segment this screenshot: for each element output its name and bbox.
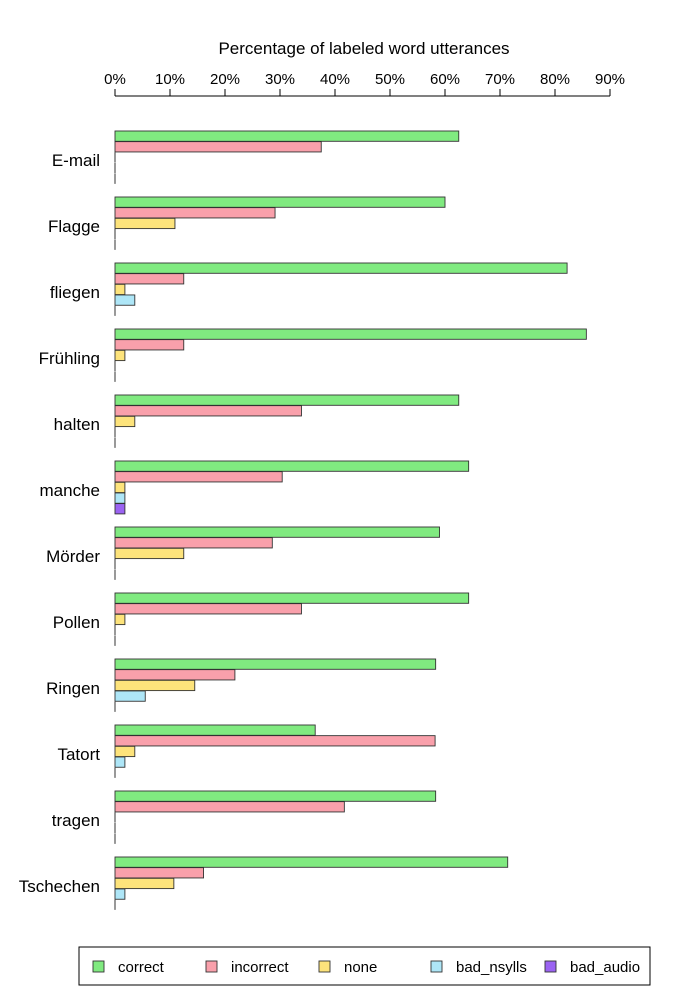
- bar-incorrect: [114, 207, 276, 219]
- bar-none: [114, 283, 126, 296]
- category-label: Ringen: [46, 679, 100, 698]
- bar-bad_nsylls: [114, 888, 126, 900]
- bar-group: [114, 460, 470, 515]
- bar-none: [114, 481, 126, 494]
- legend-label-bad_audio: bad_audio: [570, 959, 640, 976]
- bar-none: [114, 679, 196, 692]
- bar-group: [114, 130, 460, 184]
- bar-incorrect: [114, 405, 302, 417]
- bar-none: [114, 415, 136, 428]
- bar-group: [114, 196, 446, 250]
- bar-bad_audio: [114, 503, 126, 515]
- bar-correct: [114, 460, 470, 472]
- bar-incorrect: [114, 537, 273, 549]
- bar-correct: [114, 592, 470, 604]
- bar-correct: [114, 328, 587, 340]
- bar-incorrect: [114, 669, 236, 681]
- x-axis: 0% 10% 20% 30% 40% 50% 60% 70% 80% 90%: [104, 71, 625, 97]
- bar-correct: [114, 130, 460, 142]
- bar-correct: [114, 724, 316, 736]
- legend-swatch-incorrect: [205, 960, 218, 973]
- legend-label-incorrect: incorrect: [231, 959, 289, 976]
- bar-correct: [114, 196, 446, 208]
- bar-none: [114, 547, 185, 560]
- bar-incorrect: [114, 867, 205, 879]
- legend-swatch-none: [318, 960, 331, 973]
- x-tick-label: 10%: [155, 71, 185, 88]
- bar-correct: [114, 394, 460, 406]
- bar-incorrect: [114, 471, 283, 483]
- bar-correct: [114, 790, 437, 802]
- legend-label-bad_nsylls: bad_nsylls: [456, 959, 527, 976]
- bar-group: [114, 790, 437, 844]
- bar-correct: [114, 856, 509, 868]
- bar-group: [114, 328, 587, 382]
- category-label: Frühling: [39, 349, 100, 368]
- category-label: tragen: [52, 811, 100, 830]
- x-tick-label: 40%: [320, 71, 350, 88]
- legend: correct incorrect none bad_nsylls bad_audio: [78, 946, 651, 986]
- bar-incorrect: [114, 141, 322, 153]
- bar-incorrect: [114, 801, 345, 813]
- category-label: E-mail: [52, 151, 100, 170]
- x-tick-label: 80%: [540, 71, 570, 88]
- x-tick-label: 50%: [375, 71, 405, 88]
- legend-label-none: none: [344, 959, 377, 976]
- bar-group: [114, 526, 440, 580]
- bar-none: [114, 217, 176, 230]
- bar-correct: [114, 658, 437, 670]
- bar-none: [114, 613, 126, 626]
- bar-group: [114, 394, 460, 448]
- bar-bad_nsylls: [114, 492, 126, 504]
- bar-group: [114, 592, 470, 646]
- bar-incorrect: [114, 273, 185, 285]
- category-label: Tschechen: [19, 877, 100, 896]
- x-tick-label: 0%: [104, 71, 126, 88]
- bar-group: [114, 724, 436, 778]
- bar-correct: [114, 262, 568, 274]
- x-tick-label: 20%: [210, 71, 240, 88]
- legend-swatch-correct: [92, 960, 105, 973]
- category-label: Tatort: [57, 745, 100, 764]
- category-label: Mörder: [46, 547, 100, 566]
- legend-swatch-bad_nsylls: [430, 960, 443, 973]
- legend-swatch-bad_audio: [544, 960, 557, 973]
- bar-bad_nsylls: [114, 756, 126, 768]
- bar-bad_nsylls: [114, 294, 136, 306]
- chart-title: Percentage of labeled word utterances: [218, 39, 509, 58]
- bar-group: [114, 262, 568, 316]
- category-label: Pollen: [53, 613, 100, 632]
- bar-bad_nsylls: [114, 690, 146, 702]
- bar-incorrect: [114, 603, 302, 615]
- bar-none: [114, 877, 175, 890]
- bar-none: [114, 349, 126, 362]
- category-label: manche: [40, 481, 100, 500]
- x-tick-label: 70%: [485, 71, 515, 88]
- x-tick-label: 30%: [265, 71, 295, 88]
- bars: [114, 130, 587, 910]
- category-label: halten: [54, 415, 100, 434]
- x-tick-label: 60%: [430, 71, 460, 88]
- bar-none: [114, 745, 136, 758]
- x-tick-label: 90%: [595, 71, 625, 88]
- bar-group: [114, 856, 509, 910]
- category-label: Flagge: [48, 217, 100, 236]
- category-label: fliegen: [50, 283, 100, 302]
- bar-group: [114, 658, 437, 712]
- bar-incorrect: [114, 735, 436, 747]
- legend-label-correct: correct: [118, 959, 165, 976]
- category-labels: E-mail Flagge fliegen Frühling halten manche M…: [19, 151, 101, 896]
- bar-correct: [114, 526, 440, 538]
- bar-incorrect: [114, 339, 185, 351]
